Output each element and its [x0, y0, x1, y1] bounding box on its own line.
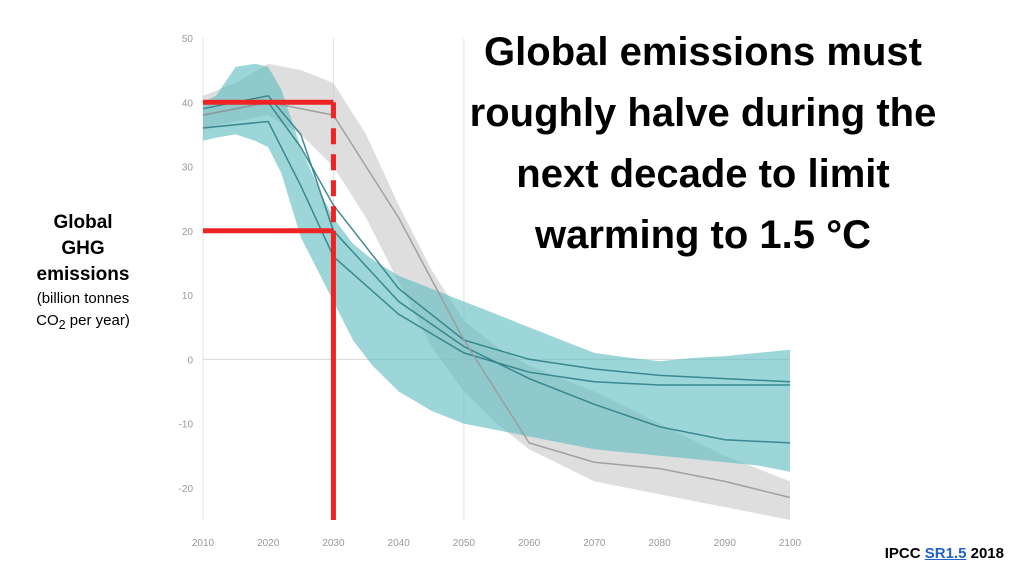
source-year: 2018 [966, 545, 1004, 562]
band-teal-1 [203, 63, 790, 472]
headline-line-4: warming to 1.5 °C [534, 213, 872, 257]
band-gray-0 [203, 63, 790, 520]
x-tick-label: 2070 [583, 538, 606, 549]
x-tick-label: 2010 [192, 538, 215, 549]
series-line-teal-2 [202, 94, 791, 444]
headline: Global emissions must roughly halve duri… [418, 22, 988, 266]
source-prefix: IPCC [884, 545, 925, 562]
headline-line-1: Global emissions must [484, 30, 922, 74]
y-label-line-5: CO2 per year) [4, 310, 162, 336]
y-tick-label: 20 [182, 227, 194, 238]
source-credit: IPCC SR1.5 2018 [885, 545, 1004, 562]
x-tick-label: 2080 [648, 538, 671, 549]
x-tick-label: 2030 [322, 538, 345, 549]
y-tick-label: -20 [179, 484, 194, 495]
y-label-co: CO [36, 312, 59, 329]
x-tick-label: 2090 [714, 538, 737, 549]
x-tick-label: 2100 [779, 538, 802, 549]
headline-line-3: next decade to limit [516, 152, 890, 196]
y-label-line-1: Global [53, 212, 113, 233]
x-tick-label: 2040 [388, 538, 411, 549]
source-link[interactable]: SR1.5 [924, 545, 967, 562]
x-tick-label: 2050 [453, 538, 476, 549]
y-tick-label: -10 [179, 420, 194, 431]
y-tick-label: 40 [182, 98, 194, 109]
headline-line-2: roughly halve during the [469, 91, 937, 135]
x-tick-label: 2020 [257, 538, 280, 549]
y-tick-label: 0 [187, 355, 193, 366]
y-tick-label: 30 [182, 163, 194, 174]
y-label-line-3: emissions [36, 264, 130, 285]
y-label-subscript: 2 [58, 318, 66, 332]
series-line-gray-3 [202, 101, 791, 499]
y-label-unit: per year) [65, 312, 130, 329]
series-line-teal-1 [202, 120, 790, 386]
y-label-line-4: (billion tonnes [36, 290, 130, 307]
y-tick-label: 50 [182, 34, 194, 45]
y-label-line-2: GHG [61, 238, 105, 259]
x-tick-label: 2060 [518, 538, 541, 549]
y-axis-label: Global GHG emissions (billion tonnes CO2… [4, 210, 162, 336]
y-tick-label: 10 [182, 291, 194, 302]
